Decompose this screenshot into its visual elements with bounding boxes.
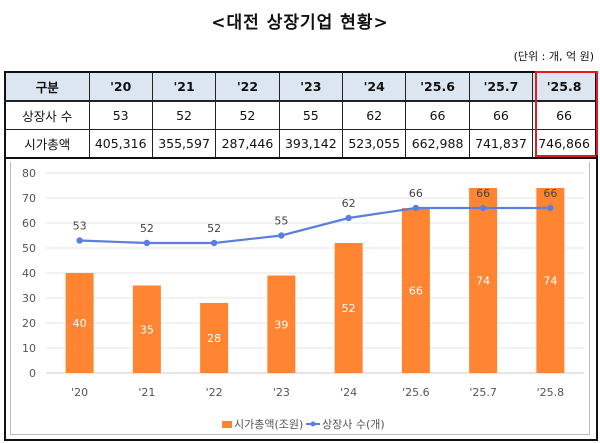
- line-series: [79, 206, 551, 245]
- column-header: '20: [88, 71, 153, 102]
- x-tick-label: '21: [138, 386, 155, 399]
- line-data-label: 55: [274, 215, 288, 228]
- bar-data-label: 39: [274, 318, 288, 331]
- bar-data-label: 66: [409, 285, 423, 298]
- legend-bar-label: 시가총액(조원): [234, 418, 303, 431]
- table-cell: 393,142: [278, 129, 344, 159]
- line-point: [278, 232, 285, 239]
- y-tick-label: 10: [22, 342, 36, 355]
- bar: [401, 208, 430, 373]
- bar-data-label: 52: [342, 302, 356, 315]
- line-point: [210, 239, 218, 247]
- table-cell: 523,055: [341, 129, 407, 159]
- column-header: 구분: [4, 71, 90, 102]
- table-cell: 287,446: [215, 129, 280, 159]
- y-tick-label: 40: [22, 267, 36, 280]
- column-header: '25.6: [405, 71, 470, 102]
- y-tick-label: 50: [22, 242, 36, 255]
- bar-data-label: 28: [207, 332, 221, 345]
- legend-line-label: 상장사 수(개): [322, 418, 385, 431]
- table-cell: 405,316: [88, 129, 153, 159]
- data-table: 구분 '20'21'22'23'24'25.6'25.7'25.8 상장사 수 53…: [4, 71, 597, 159]
- x-tick-label: '25.7: [469, 386, 497, 399]
- x-tick-label: '24: [340, 386, 357, 399]
- table-cell: 355,597: [151, 129, 217, 159]
- legend-line-marker: [310, 421, 316, 427]
- x-tick-label: '25.8: [537, 386, 565, 399]
- table-cell: 53: [88, 100, 153, 130]
- bar: [267, 275, 296, 373]
- x-tick-label: '20: [71, 386, 88, 399]
- column-header: '24: [341, 71, 407, 102]
- chart-area: [10, 162, 590, 435]
- y-tick-label: 80: [22, 167, 36, 180]
- line-data-label: 66: [409, 187, 423, 200]
- line-data-label: 66: [543, 187, 557, 200]
- table-cell: 66: [468, 100, 534, 130]
- y-tick-label: 0: [29, 367, 36, 380]
- line-data-label: 52: [140, 222, 154, 235]
- x-tick-label: '25.6: [402, 386, 430, 399]
- bar-data-label: 74: [476, 275, 490, 288]
- line-point: [547, 204, 554, 212]
- x-tick-label: '23: [273, 386, 290, 399]
- column-header: '21: [151, 71, 217, 102]
- line-point: [345, 214, 352, 222]
- line-point: [479, 204, 487, 212]
- legend-bar-swatch: [222, 421, 232, 428]
- table-cell: 55: [278, 100, 344, 130]
- y-tick-label: 70: [22, 192, 36, 205]
- bar-data-label: 35: [140, 323, 154, 336]
- table-cell: 746,866: [532, 129, 597, 159]
- y-tick-label: 30: [22, 292, 36, 305]
- line-point: [76, 237, 83, 244]
- table-row: 시가총액 405,316 355,597 287,446 393,142 523,055 6…: [4, 129, 597, 159]
- column-header: '23: [278, 71, 344, 102]
- bar: [536, 188, 565, 373]
- table-row: 상장사 수 53 52 52 55 62 66 66 66: [4, 100, 597, 130]
- table-cell: 62: [341, 100, 407, 130]
- line-data-label: 66: [476, 187, 490, 200]
- table-cell: 662,988: [405, 129, 470, 159]
- line-data-label: 53: [73, 220, 87, 233]
- bar: [334, 243, 363, 373]
- line-point: [412, 204, 420, 212]
- page-title: <대전 상장기업 현황>: [211, 13, 389, 33]
- table-cell: 741,837: [468, 129, 534, 159]
- bar-data-label: 74: [543, 275, 557, 288]
- x-tick-label: '22: [206, 386, 223, 399]
- row-label: 시가총액: [4, 129, 90, 159]
- bar: [200, 303, 229, 373]
- y-tick-label: 60: [22, 217, 36, 230]
- y-tick-label: 20: [22, 317, 36, 330]
- chart-frame: [4, 155, 598, 441]
- column-header: '25.7: [468, 71, 534, 102]
- bar-data-label: 40: [73, 317, 87, 330]
- unit-note: (단위 : 개, 억 원): [513, 50, 594, 63]
- line-point: [143, 239, 151, 247]
- bar: [469, 188, 498, 373]
- column-header: '25.8: [532, 71, 597, 102]
- line-data-label: 52: [207, 222, 221, 235]
- bar: [65, 273, 94, 373]
- line-data-label: 62: [342, 197, 356, 210]
- column-header: '22: [215, 71, 280, 102]
- bar: [132, 285, 161, 373]
